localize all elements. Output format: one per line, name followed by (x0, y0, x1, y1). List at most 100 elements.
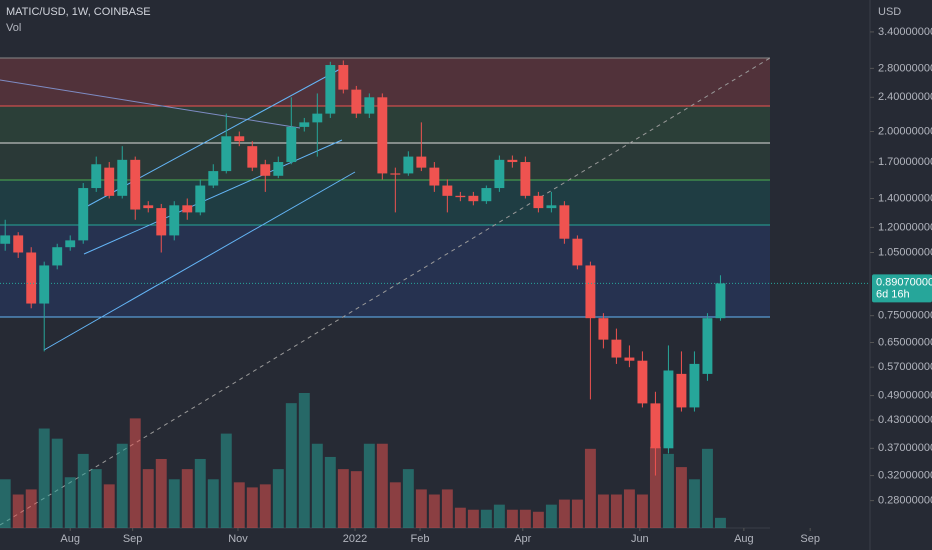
candle-body (429, 167, 440, 186)
trend-line (0, 79, 301, 129)
volume-label: Vol (6, 22, 21, 34)
volume-bar (480, 509, 492, 528)
volume-bar (714, 517, 726, 528)
volume-bar (584, 448, 596, 528)
candle-body (0, 235, 11, 244)
candle-body (507, 159, 518, 163)
volume-bar (350, 471, 362, 528)
candle-body (442, 185, 453, 196)
volume-bar (233, 482, 245, 528)
volume-bar (415, 489, 427, 528)
volume-bar (363, 443, 375, 528)
candle-body (52, 247, 63, 266)
volume-bar (272, 469, 284, 528)
y-tick-label: 3.40000000 (878, 26, 932, 38)
candle-body (559, 205, 570, 239)
volume-bar (168, 479, 180, 528)
volume-bar (454, 507, 466, 528)
volume-bar (376, 443, 388, 528)
y-tick-label: 0.75000000 (878, 310, 932, 322)
volume-bar (181, 469, 193, 528)
y-tick-label: 1.05000000 (878, 246, 932, 258)
candle-body (481, 188, 492, 202)
candle-body (390, 173, 401, 175)
candle-body (676, 373, 687, 408)
candle-body (169, 205, 180, 236)
candle-body (533, 195, 544, 209)
trend-line (0, 57, 771, 526)
volume-bar (610, 494, 622, 528)
candle-body (26, 252, 37, 304)
candle-body (117, 159, 128, 196)
candle-body (104, 167, 115, 196)
volume-bar (675, 467, 687, 528)
channel-line (83, 139, 343, 255)
y-tick-label: 0.65000000 (878, 336, 932, 348)
y-tick-label: 0.32000000 (878, 469, 932, 481)
volume-bar (519, 509, 531, 528)
y-tick-label: 1.70000000 (878, 156, 932, 168)
candle-body (494, 159, 505, 189)
candle-body (455, 195, 466, 198)
candle-body (39, 265, 50, 304)
volume-bar (493, 504, 505, 528)
candle-body (611, 339, 622, 358)
y-tick-label: 0.37000000 (878, 442, 932, 454)
volume-bar (558, 499, 570, 528)
candle-body (715, 283, 726, 319)
candle-body (156, 208, 167, 236)
candle-body (143, 205, 154, 209)
candle-body (208, 171, 219, 186)
candle-body (377, 97, 388, 174)
volume-bar (597, 494, 609, 528)
x-tick-label: Sep (123, 533, 143, 545)
volume-bar (77, 453, 89, 528)
volume-bar (12, 494, 24, 528)
volume-bar (142, 469, 154, 528)
volume-bar (623, 489, 635, 528)
candle-body (13, 235, 24, 253)
candle-body (585, 265, 596, 319)
last-price-box (872, 274, 932, 303)
x-tick-label: Aug (60, 533, 80, 545)
y-tick-label: 1.40000000 (878, 192, 932, 204)
candle-body (598, 318, 609, 340)
candle-body (403, 156, 414, 174)
volume-bar (285, 403, 297, 528)
candle-body (91, 164, 102, 189)
y-tick-label: 0.28000000 (878, 495, 932, 507)
volume-bar (259, 484, 271, 528)
volume-bar (90, 469, 102, 528)
volume-bar (688, 479, 700, 528)
candle-body (572, 238, 583, 266)
x-tick-label: Sep (800, 533, 820, 545)
candle-body (546, 205, 557, 209)
volume-bar (337, 469, 349, 528)
y-tick-label: 2.00000000 (878, 125, 932, 137)
volume-bar (311, 443, 323, 528)
candle-body (195, 185, 206, 213)
volume-bar (545, 504, 557, 528)
y-tick-label: 1.20000000 (878, 221, 932, 233)
volume-bar (194, 458, 206, 528)
volume-bar (25, 489, 37, 528)
volume-bar (220, 433, 232, 528)
volume-bar (38, 428, 50, 528)
symbol-title: MATIC/USD, 1W, COINBASE (6, 6, 151, 18)
candle-body (364, 97, 375, 114)
candle-body (650, 403, 661, 449)
volume-bar (636, 494, 648, 528)
candle-body (286, 126, 297, 163)
y-tick-label: 0.49000000 (878, 389, 932, 401)
candle-body (78, 188, 89, 241)
candle-body (273, 162, 284, 176)
candle-body (663, 370, 674, 449)
candle-body (702, 318, 713, 374)
x-tick-label: Aug (734, 533, 754, 545)
candle-body (351, 89, 362, 114)
x-tick-label: Apr (514, 533, 531, 545)
channel-line (43, 171, 356, 351)
fib-zone (0, 225, 770, 317)
candle-body (260, 164, 271, 176)
